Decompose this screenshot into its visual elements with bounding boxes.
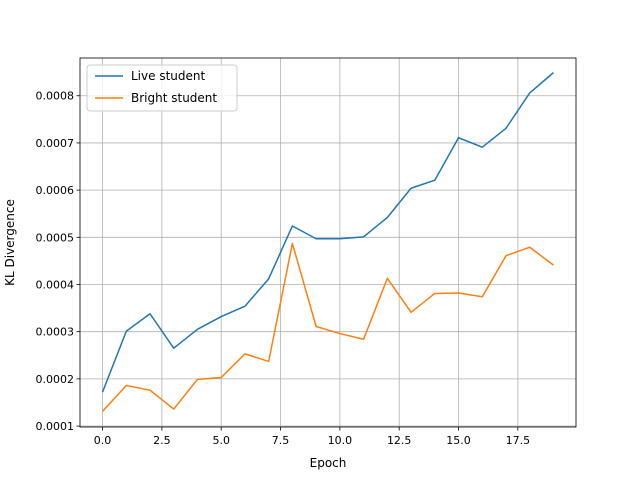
x-tick-label: 17.5 bbox=[506, 434, 531, 447]
x-tick-label: 7.5 bbox=[272, 434, 290, 447]
x-tick-label: 15.0 bbox=[446, 434, 471, 447]
grid-lines bbox=[80, 58, 576, 427]
y-tick-label: 0.0007 bbox=[36, 137, 75, 150]
legend: Live student Bright student bbox=[86, 64, 238, 112]
x-tick-label: 5.0 bbox=[212, 434, 230, 447]
legend-label-live-student: Live student bbox=[131, 69, 205, 83]
legend-label-bright-student: Bright student bbox=[131, 91, 217, 105]
y-tick-label: 0.0003 bbox=[36, 326, 75, 339]
x-tick-label: 12.5 bbox=[387, 434, 412, 447]
x-tick-label: 10.0 bbox=[328, 434, 353, 447]
x-tick-label: 0.0 bbox=[94, 434, 112, 447]
y-axis-ticks: 0.0001 0.0002 0.0003 0.0004 0.0005 0.0006 0.00… bbox=[36, 90, 80, 433]
y-tick-label: 0.0006 bbox=[36, 184, 75, 197]
series-layer bbox=[101, 72, 554, 412]
series-line-bright-student bbox=[101, 242, 554, 412]
y-tick-label: 0.0005 bbox=[36, 231, 75, 244]
plot-frame bbox=[79, 57, 577, 428]
y-tick-label: 0.0001 bbox=[36, 420, 75, 433]
y-axis-label: KL Divergence bbox=[3, 199, 17, 286]
y-tick-label: 0.0008 bbox=[36, 90, 75, 103]
x-tick-label: 2.5 bbox=[153, 434, 171, 447]
y-tick-label: 0.0002 bbox=[36, 373, 75, 386]
legend-box bbox=[86, 64, 238, 112]
y-tick-label: 0.0004 bbox=[36, 278, 75, 291]
x-axis-ticks: 0.0 2.5 5.0 7.5 10.0 12.5 15.0 17.5 bbox=[94, 427, 530, 447]
series-line-live-student bbox=[101, 72, 554, 393]
x-axis-label: Epoch bbox=[310, 456, 347, 470]
